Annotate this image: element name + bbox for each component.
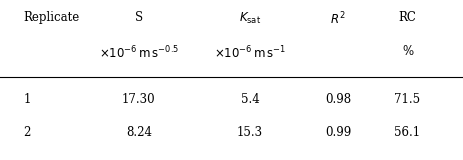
Text: 15.3: 15.3 [237,126,263,139]
Text: $R^2$: $R^2$ [330,11,346,28]
Text: 0.99: 0.99 [325,126,351,139]
Text: S: S [135,11,143,24]
Text: $\times 10^{-6}\,\mathrm{m\,s^{-1}}$: $\times 10^{-6}\,\mathrm{m\,s^{-1}}$ [214,45,286,61]
Text: 71.5: 71.5 [394,93,420,106]
Text: %: % [402,45,413,58]
Text: 56.1: 56.1 [394,126,420,139]
Text: Replicate: Replicate [23,11,79,24]
Text: $K_\mathrm{sat}$: $K_\mathrm{sat}$ [239,11,261,26]
Text: 0.98: 0.98 [325,93,351,106]
Text: $\times 10^{-6}\,\mathrm{m\,s^{-0.5}}$: $\times 10^{-6}\,\mathrm{m\,s^{-0.5}}$ [99,45,179,61]
Text: 1: 1 [23,93,31,106]
Text: 5.4: 5.4 [241,93,259,106]
Text: 8.24: 8.24 [126,126,152,139]
Text: 2: 2 [23,126,31,139]
Text: RC: RC [399,11,416,24]
Text: 17.30: 17.30 [122,93,156,106]
